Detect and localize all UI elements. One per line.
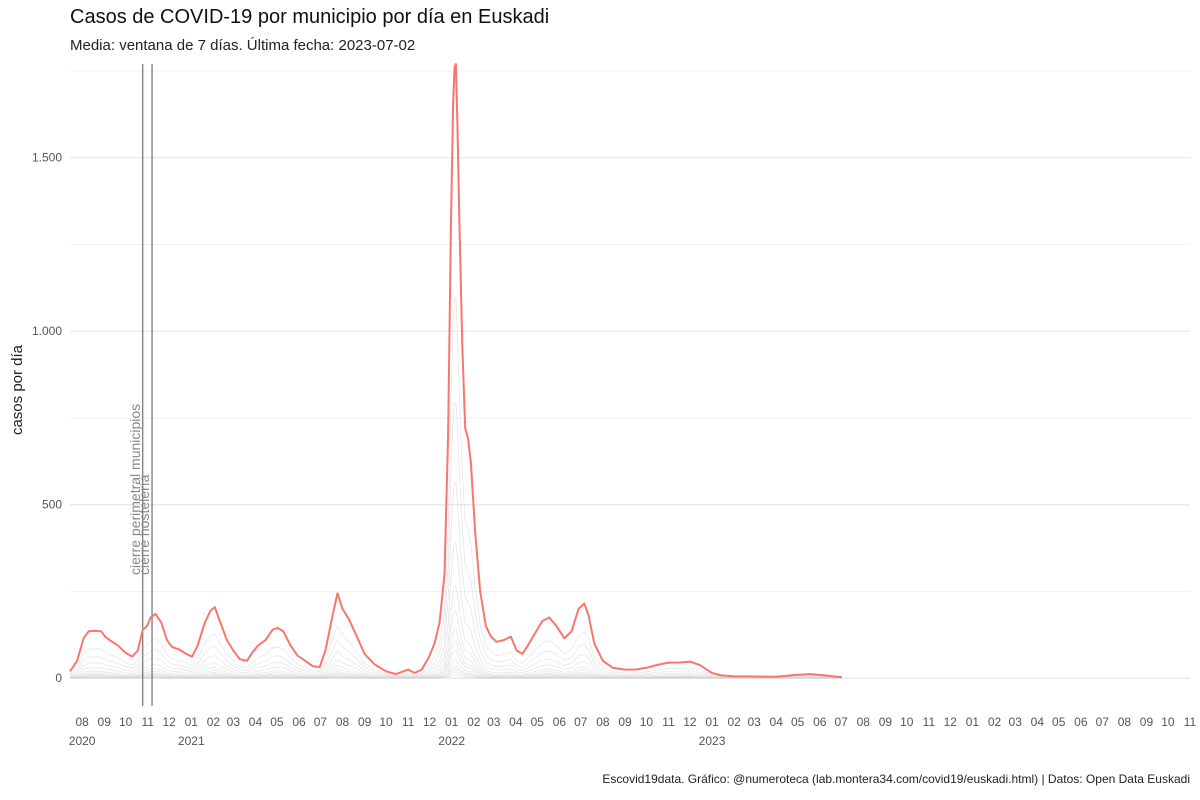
x-tick-label: 11	[1184, 715, 1197, 729]
annotation-label: cierre hostelería	[136, 474, 152, 575]
annotation-label: cierre perimetral municipios	[127, 404, 143, 575]
x-tick-label: 05	[791, 715, 805, 729]
x-tick-label: 08	[1118, 715, 1132, 729]
y-axis-label: casos por día	[9, 344, 26, 435]
x-tick-label: 10	[379, 715, 393, 729]
x-tick-label: 06	[553, 715, 567, 729]
x-tick-label: 02	[467, 715, 481, 729]
x-tick-label: 08	[336, 715, 350, 729]
x-tick-label: 11	[923, 715, 936, 729]
x-year-label: 2022	[438, 734, 465, 748]
x-tick-label: 10	[1161, 715, 1175, 729]
x-tick-label: 04	[770, 715, 784, 729]
x-tick-label: 12	[683, 715, 697, 729]
x-tick-label: 02	[988, 715, 1002, 729]
x-tick-label: 09	[98, 715, 112, 729]
y-tick-label: 1.000	[32, 324, 62, 338]
y-tick-label: 500	[42, 498, 62, 512]
x-tick-label: 07	[1096, 715, 1110, 729]
x-tick-label: 03	[487, 715, 501, 729]
x-tick-label: 01	[705, 715, 719, 729]
chart-title: Casos de COVID-19 por municipio por día …	[70, 6, 550, 28]
x-tick-label: 05	[1052, 715, 1066, 729]
y-tick-label: 1.500	[32, 151, 62, 165]
x-tick-label: 09	[879, 715, 893, 729]
x-tick-label: 12	[423, 715, 437, 729]
x-tick-label: 06	[292, 715, 306, 729]
x-tick-label: 09	[618, 715, 632, 729]
x-tick-label: 01	[966, 715, 980, 729]
x-tick-label: 12	[944, 715, 958, 729]
x-year-label: 2023	[699, 734, 726, 748]
x-axis: 08 09 10 11 12 01 02 03 04 05 06 07 08 09 10 11 12 01 02 03…	[69, 715, 1197, 748]
x-tick-label: 06	[1074, 715, 1088, 729]
x-tick-label: 02	[207, 715, 221, 729]
x-tick-label: 10	[640, 715, 654, 729]
municipality-line	[69, 610, 842, 679]
municipality-line	[69, 400, 842, 679]
x-tick-label: 11	[402, 715, 415, 729]
x-tick-label: 03	[227, 715, 241, 729]
x-tick-label: 04	[509, 715, 523, 729]
chart-caption: Escovid19data. Gráfico: @numeroteca (lab…	[602, 772, 1190, 786]
x-tick-label: 06	[813, 715, 827, 729]
x-tick-label: 08	[75, 715, 89, 729]
gridlines	[70, 70, 1190, 679]
x-tick-label: 04	[249, 715, 263, 729]
x-tick-label: 01	[185, 715, 199, 729]
municipality-line	[69, 481, 842, 679]
x-tick-label: 04	[1031, 715, 1045, 729]
x-tick-label: 05	[270, 715, 284, 729]
x-tick-label: 03	[747, 715, 761, 729]
municipality-lines	[69, 296, 842, 679]
chart-subtitle: Media: ventana de 7 días. Última fecha: …	[70, 37, 416, 54]
x-tick-label: 07	[834, 715, 848, 729]
x-year-label: 2020	[69, 734, 96, 748]
x-tick-label: 12	[162, 715, 176, 729]
x-tick-label: 08	[857, 715, 871, 729]
x-tick-label: 05	[531, 715, 545, 729]
x-tick-label: 02	[727, 715, 741, 729]
x-year-label: 2021	[178, 734, 205, 748]
y-tick-label: 0	[55, 671, 62, 685]
municipality-line	[69, 585, 842, 679]
x-tick-label: 09	[358, 715, 372, 729]
municipality-line	[69, 296, 842, 678]
x-tick-label: 07	[574, 715, 588, 729]
series-lines	[69, 63, 843, 679]
x-tick-label: 03	[1009, 715, 1023, 729]
x-tick-label: 11	[142, 715, 155, 729]
x-tick-label: 07	[314, 715, 328, 729]
x-tick-label: 08	[596, 715, 610, 729]
municipality-line	[69, 542, 842, 679]
y-axis: 0 500 1.000 1.500	[32, 151, 62, 686]
x-tick-label: 09	[1140, 715, 1154, 729]
x-tick-label: 11	[662, 715, 675, 729]
x-tick-label: 10	[900, 715, 914, 729]
x-tick-label: 01	[445, 715, 459, 729]
series-line	[69, 63, 843, 679]
x-tick-label: 10	[119, 715, 133, 729]
